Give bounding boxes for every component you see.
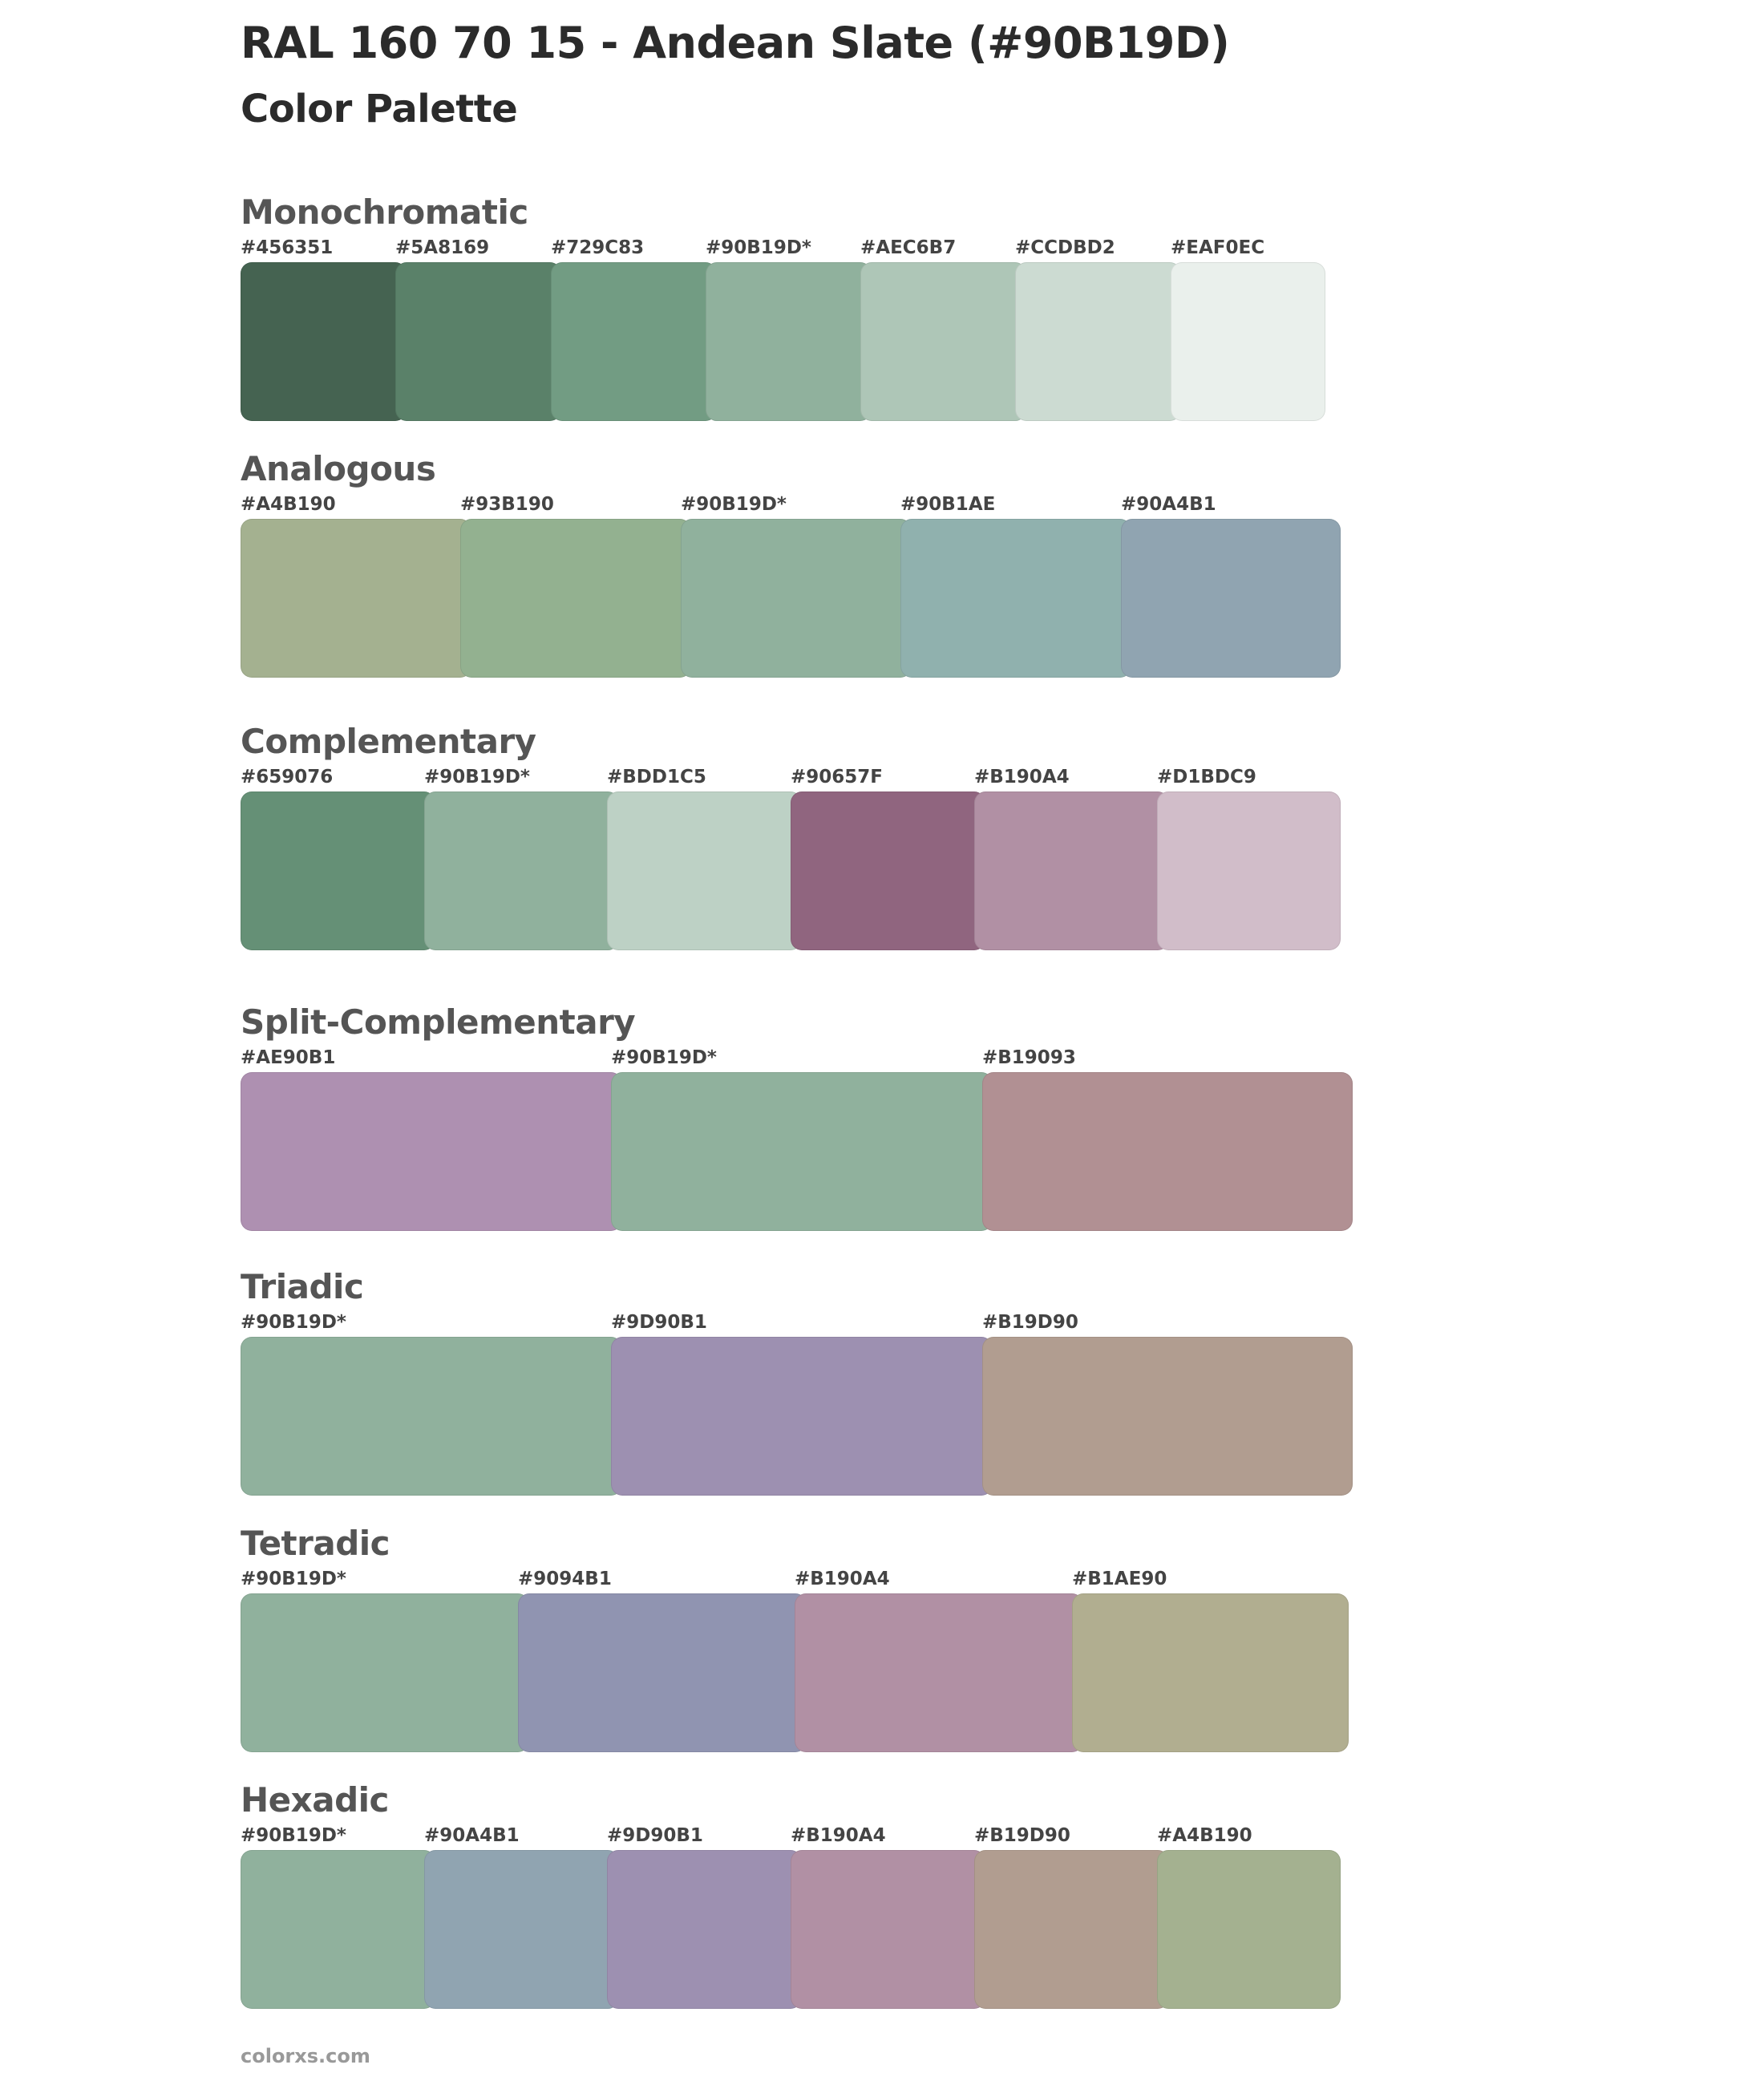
color-swatch[interactable] bbox=[795, 1593, 1083, 1752]
swatch-hex-label: #AEC6B7 bbox=[860, 237, 957, 258]
swatch-hex-label: #CCDBD2 bbox=[1015, 237, 1115, 258]
swatch-hex-label: #93B190 bbox=[460, 494, 554, 515]
color-swatch[interactable] bbox=[611, 1337, 993, 1496]
swatch-hex-label: #A4B190 bbox=[241, 494, 336, 515]
color-swatch[interactable] bbox=[460, 519, 691, 678]
swatch-hex-label: #B190A4 bbox=[791, 1825, 886, 1846]
color-swatch[interactable] bbox=[982, 1072, 1353, 1231]
color-swatch[interactable] bbox=[1015, 262, 1181, 421]
color-swatch[interactable] bbox=[551, 262, 717, 421]
color-swatch[interactable] bbox=[982, 1337, 1353, 1496]
color-swatch[interactable] bbox=[900, 519, 1131, 678]
color-swatch[interactable] bbox=[607, 791, 802, 950]
swatch-hex-label: #B19D90 bbox=[974, 1825, 1070, 1846]
color-swatch[interactable] bbox=[1121, 519, 1341, 678]
page-subtitle: Color Palette bbox=[241, 87, 518, 132]
swatch-hex-label: #90B19D* bbox=[611, 1047, 717, 1068]
color-swatch[interactable] bbox=[241, 791, 435, 950]
color-swatch[interactable] bbox=[791, 1850, 985, 2009]
color-swatch[interactable] bbox=[241, 1593, 529, 1752]
color-swatch[interactable] bbox=[1157, 791, 1341, 950]
swatch-row: #90B19D* #9D90B1 #B19D90 bbox=[241, 1311, 1353, 1512]
palette-title: Hexadic bbox=[241, 1780, 389, 1820]
color-swatch[interactable] bbox=[974, 1850, 1169, 2009]
swatch-row: #456351 #5A8169 #729C83 #90B19D* #AEC6B7 #CCD… bbox=[241, 237, 1325, 437]
palette-section-tetradic: Tetradic #90B19D* #9094B1 #B190A4 #B1AE90 bbox=[241, 1520, 1349, 1768]
swatch-hex-label: #90B19D* bbox=[681, 494, 787, 515]
page-title: RAL 160 70 15 - Andean Slate (#90B19D) bbox=[241, 18, 1230, 68]
swatch-hex-label: #729C83 bbox=[551, 237, 645, 258]
palette-section-complementary: Complementary #659076 #90B19D* #BDD1C5 #9065… bbox=[241, 718, 1341, 966]
color-swatch[interactable] bbox=[974, 791, 1169, 950]
swatch-row: #A4B190 #93B190 #90B19D* #90B1AE #90A4B1 bbox=[241, 493, 1341, 694]
swatch-hex-label: #BDD1C5 bbox=[607, 767, 706, 787]
swatch-hex-label: #B19D90 bbox=[982, 1312, 1078, 1333]
palette-section-monochromatic: Monochromatic #456351 #5A8169 #729C83 #90B19… bbox=[241, 188, 1325, 437]
swatch-hex-label: #9D90B1 bbox=[611, 1312, 707, 1333]
color-swatch[interactable] bbox=[1171, 262, 1325, 421]
palette-section-hexadic: Hexadic #90B19D* #90A4B1 #9D90B1 #B190A4 #B19… bbox=[241, 1776, 1341, 2025]
footer-site-link[interactable]: colorxs.com bbox=[241, 2045, 370, 2067]
color-swatch[interactable] bbox=[424, 791, 619, 950]
swatch-hex-label: #659076 bbox=[241, 767, 334, 787]
swatch-hex-label: #90A4B1 bbox=[1121, 494, 1216, 515]
color-swatch[interactable] bbox=[241, 262, 407, 421]
swatch-hex-label: #90B19D* bbox=[241, 1825, 346, 1846]
palette-title: Split-Complementary bbox=[241, 1002, 636, 1042]
swatch-hex-label: #AE90B1 bbox=[241, 1047, 336, 1068]
swatch-hex-label: #B1AE90 bbox=[1072, 1569, 1167, 1589]
swatch-hex-label: #9D90B1 bbox=[607, 1825, 703, 1846]
swatch-hex-label: #D1BDC9 bbox=[1157, 767, 1256, 787]
color-swatch[interactable] bbox=[241, 1850, 435, 2009]
color-swatch[interactable] bbox=[241, 1072, 622, 1231]
palette-title: Analogous bbox=[241, 449, 436, 488]
swatch-hex-label: #90B1AE bbox=[900, 494, 996, 515]
swatch-hex-label: #B19093 bbox=[982, 1047, 1076, 1068]
palette-title: Triadic bbox=[241, 1267, 364, 1306]
swatch-hex-label: #456351 bbox=[241, 237, 334, 258]
color-swatch[interactable] bbox=[607, 1850, 802, 2009]
swatch-row: #90B19D* #90A4B1 #9D90B1 #B190A4 #B19D90 #A4B… bbox=[241, 1824, 1341, 2025]
swatch-hex-label: #90A4B1 bbox=[424, 1825, 520, 1846]
color-swatch[interactable] bbox=[241, 1337, 622, 1496]
swatch-hex-label: #A4B190 bbox=[1157, 1825, 1252, 1846]
palette-title: Tetradic bbox=[241, 1524, 390, 1563]
palette-section-split-complementary: Split-Complementary #AE90B1 #90B19D* #B1909… bbox=[241, 998, 1353, 1247]
color-swatch[interactable] bbox=[395, 262, 561, 421]
palette-title: Complementary bbox=[241, 722, 536, 761]
swatch-hex-label: #9094B1 bbox=[518, 1569, 612, 1589]
swatch-hex-label: #B190A4 bbox=[795, 1569, 890, 1589]
color-swatch[interactable] bbox=[791, 791, 985, 950]
palette-section-analogous: Analogous #A4B190 #93B190 #90B19D* #90B1AE #9… bbox=[241, 445, 1341, 694]
color-swatch[interactable] bbox=[860, 262, 1026, 421]
palette-title: Monochromatic bbox=[241, 192, 528, 232]
swatch-hex-label: #90B19D* bbox=[241, 1312, 346, 1333]
swatch-hex-label: #5A8169 bbox=[395, 237, 490, 258]
swatch-hex-label: #90B19D* bbox=[706, 237, 811, 258]
color-swatch[interactable] bbox=[681, 519, 912, 678]
color-swatch[interactable] bbox=[1072, 1593, 1349, 1752]
swatch-hex-label: #90B19D* bbox=[424, 767, 530, 787]
color-swatch[interactable] bbox=[518, 1593, 807, 1752]
color-swatch[interactable] bbox=[241, 519, 471, 678]
swatch-row: #659076 #90B19D* #BDD1C5 #90657F #B190A4 #D1B… bbox=[241, 766, 1341, 966]
swatch-hex-label: #90657F bbox=[791, 767, 883, 787]
swatch-row: #AE90B1 #90B19D* #B19093 bbox=[241, 1047, 1353, 1247]
color-swatch[interactable] bbox=[706, 262, 872, 421]
color-swatch[interactable] bbox=[611, 1072, 993, 1231]
swatch-hex-label: #EAF0EC bbox=[1171, 237, 1265, 258]
palette-section-triadic: Triadic #90B19D* #9D90B1 #B19D90 bbox=[241, 1263, 1353, 1512]
swatch-row: #90B19D* #9094B1 #B190A4 #B1AE90 bbox=[241, 1568, 1349, 1768]
swatch-hex-label: #90B19D* bbox=[241, 1569, 346, 1589]
swatch-hex-label: #B190A4 bbox=[974, 767, 1070, 787]
color-swatch[interactable] bbox=[424, 1850, 619, 2009]
color-swatch[interactable] bbox=[1157, 1850, 1341, 2009]
